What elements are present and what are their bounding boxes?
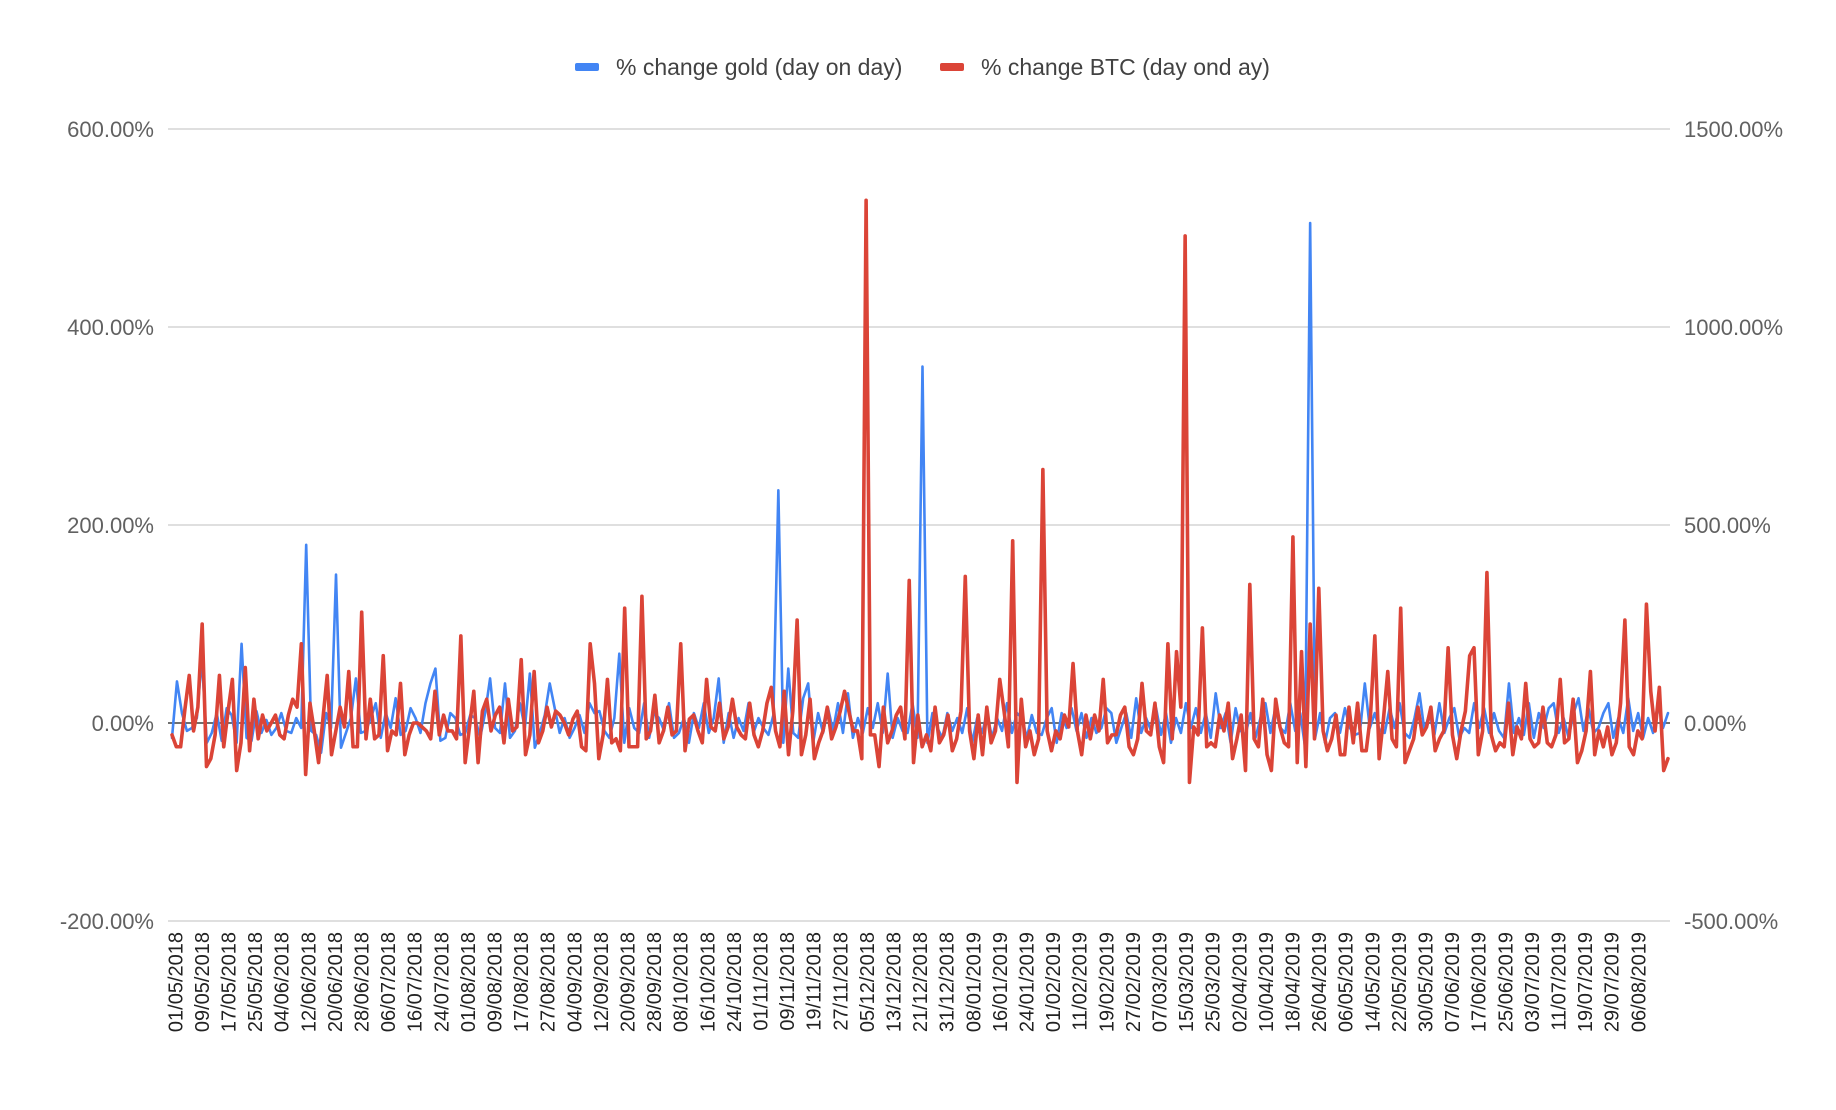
x-tick-label: 18/04/2019 bbox=[1282, 932, 1304, 1032]
left-tick-label: 400.00% bbox=[67, 315, 154, 340]
left-tick-label: 0.00% bbox=[92, 711, 154, 736]
x-tick-label: 25/06/2019 bbox=[1495, 932, 1517, 1032]
x-tick-label: 17/05/2018 bbox=[218, 932, 240, 1032]
x-tick-label: 30/05/2019 bbox=[1415, 932, 1437, 1032]
x-tick-label: 17/08/2018 bbox=[511, 932, 533, 1032]
gridlines bbox=[168, 128, 1670, 922]
series-lines bbox=[170, 198, 1670, 785]
right-tick-label: 1000.00% bbox=[1684, 315, 1783, 340]
x-tick-label: 17/06/2019 bbox=[1469, 932, 1491, 1032]
left-tick-label: 200.00% bbox=[67, 513, 154, 538]
legend-swatch-gold bbox=[575, 63, 599, 71]
legend-swatch-btc bbox=[940, 63, 964, 71]
x-tick-label: 13/12/2018 bbox=[883, 932, 905, 1032]
x-tick-label: 29/07/2019 bbox=[1602, 932, 1624, 1032]
x-tick-label: 19/02/2019 bbox=[1096, 932, 1118, 1032]
x-tick-label: 12/09/2018 bbox=[591, 932, 613, 1032]
x-axis: 01/05/2018 09/05/2018 17/05/2018 25/05/2018… bbox=[165, 932, 1650, 1032]
x-tick-label: 04/06/2018 bbox=[272, 932, 294, 1032]
x-tick-label: 28/09/2018 bbox=[644, 932, 666, 1032]
x-tick-label: 07/03/2019 bbox=[1149, 932, 1171, 1032]
legend-label-gold: % change gold (day on day) bbox=[616, 54, 902, 80]
x-tick-label: 06/05/2019 bbox=[1336, 932, 1358, 1032]
x-tick-label: 02/04/2019 bbox=[1229, 932, 1251, 1032]
left-tick-label: 600.00% bbox=[67, 117, 154, 142]
x-tick-label: 09/05/2018 bbox=[192, 932, 214, 1032]
x-tick-label: 14/05/2019 bbox=[1362, 932, 1384, 1032]
left-tick-label: -200.00% bbox=[60, 909, 154, 934]
x-tick-label: 21/12/2018 bbox=[910, 932, 932, 1032]
right-tick-label: -500.00% bbox=[1684, 909, 1778, 934]
series-line-gold bbox=[170, 221, 1670, 755]
x-tick-label: 10/04/2019 bbox=[1256, 932, 1278, 1032]
series-line-btc bbox=[170, 198, 1670, 785]
right-tick-label: 1500.00% bbox=[1684, 117, 1783, 142]
x-tick-label: 05/12/2018 bbox=[857, 932, 879, 1032]
x-tick-label: 01/11/2018 bbox=[750, 932, 772, 1031]
x-tick-label: 09/08/2018 bbox=[484, 932, 506, 1032]
x-tick-label: 11/02/2019 bbox=[1070, 932, 1092, 1031]
x-tick-label: 31/12/2018 bbox=[937, 932, 959, 1032]
x-tick-label: 09/11/2018 bbox=[777, 932, 799, 1031]
x-tick-label: 27/02/2019 bbox=[1123, 932, 1145, 1032]
right-tick-label: 0.00% bbox=[1684, 711, 1746, 736]
x-tick-label: 08/10/2018 bbox=[671, 932, 693, 1032]
right-y-axis: -500.00% 0.00% 500.00% 1000.00% 1500.00% bbox=[1684, 117, 1783, 934]
x-tick-label: 24/10/2018 bbox=[724, 932, 746, 1032]
x-tick-label: 25/05/2018 bbox=[245, 932, 267, 1032]
legend-label-btc: % change BTC (day ond ay) bbox=[981, 54, 1270, 80]
x-tick-label: 15/03/2019 bbox=[1176, 932, 1198, 1032]
x-tick-label: 07/06/2019 bbox=[1442, 932, 1464, 1032]
x-tick-label: 01/08/2018 bbox=[458, 932, 480, 1032]
x-tick-label: 06/07/2018 bbox=[378, 932, 400, 1032]
x-tick-label: 27/11/2018 bbox=[830, 932, 852, 1031]
x-tick-label: 01/05/2018 bbox=[165, 932, 187, 1032]
x-tick-label: 24/01/2019 bbox=[1016, 932, 1038, 1032]
x-tick-label: 11/07/2019 bbox=[1548, 932, 1570, 1031]
x-tick-label: 22/05/2019 bbox=[1389, 932, 1411, 1032]
x-tick-label: 01/02/2019 bbox=[1043, 932, 1065, 1032]
x-tick-label: 16/07/2018 bbox=[405, 932, 427, 1032]
x-tick-label: 12/06/2018 bbox=[298, 932, 320, 1032]
x-tick-label: 28/06/2018 bbox=[351, 932, 373, 1032]
x-tick-label: 25/03/2019 bbox=[1203, 932, 1225, 1032]
x-tick-label: 19/11/2018 bbox=[804, 932, 826, 1031]
x-tick-label: 08/01/2019 bbox=[963, 932, 985, 1032]
x-tick-label: 24/07/2018 bbox=[431, 932, 453, 1032]
x-tick-label: 20/06/2018 bbox=[325, 932, 347, 1032]
right-tick-label: 500.00% bbox=[1684, 513, 1771, 538]
x-tick-label: 27/08/2018 bbox=[538, 932, 560, 1032]
x-tick-label: 26/04/2019 bbox=[1309, 932, 1331, 1032]
x-tick-label: 16/10/2018 bbox=[697, 932, 719, 1032]
x-tick-label: 06/08/2019 bbox=[1628, 932, 1650, 1032]
x-tick-label: 04/09/2018 bbox=[564, 932, 586, 1032]
legend: % change gold (day on day) % change BTC … bbox=[575, 54, 1270, 80]
x-tick-label: 20/09/2018 bbox=[617, 932, 639, 1032]
x-tick-label: 19/07/2019 bbox=[1575, 932, 1597, 1032]
x-tick-label: 16/01/2019 bbox=[990, 932, 1012, 1032]
left-y-axis: -200.00% 0.00% 200.00% 400.00% 600.00% bbox=[60, 117, 154, 934]
x-tick-label: 03/07/2019 bbox=[1522, 932, 1544, 1032]
